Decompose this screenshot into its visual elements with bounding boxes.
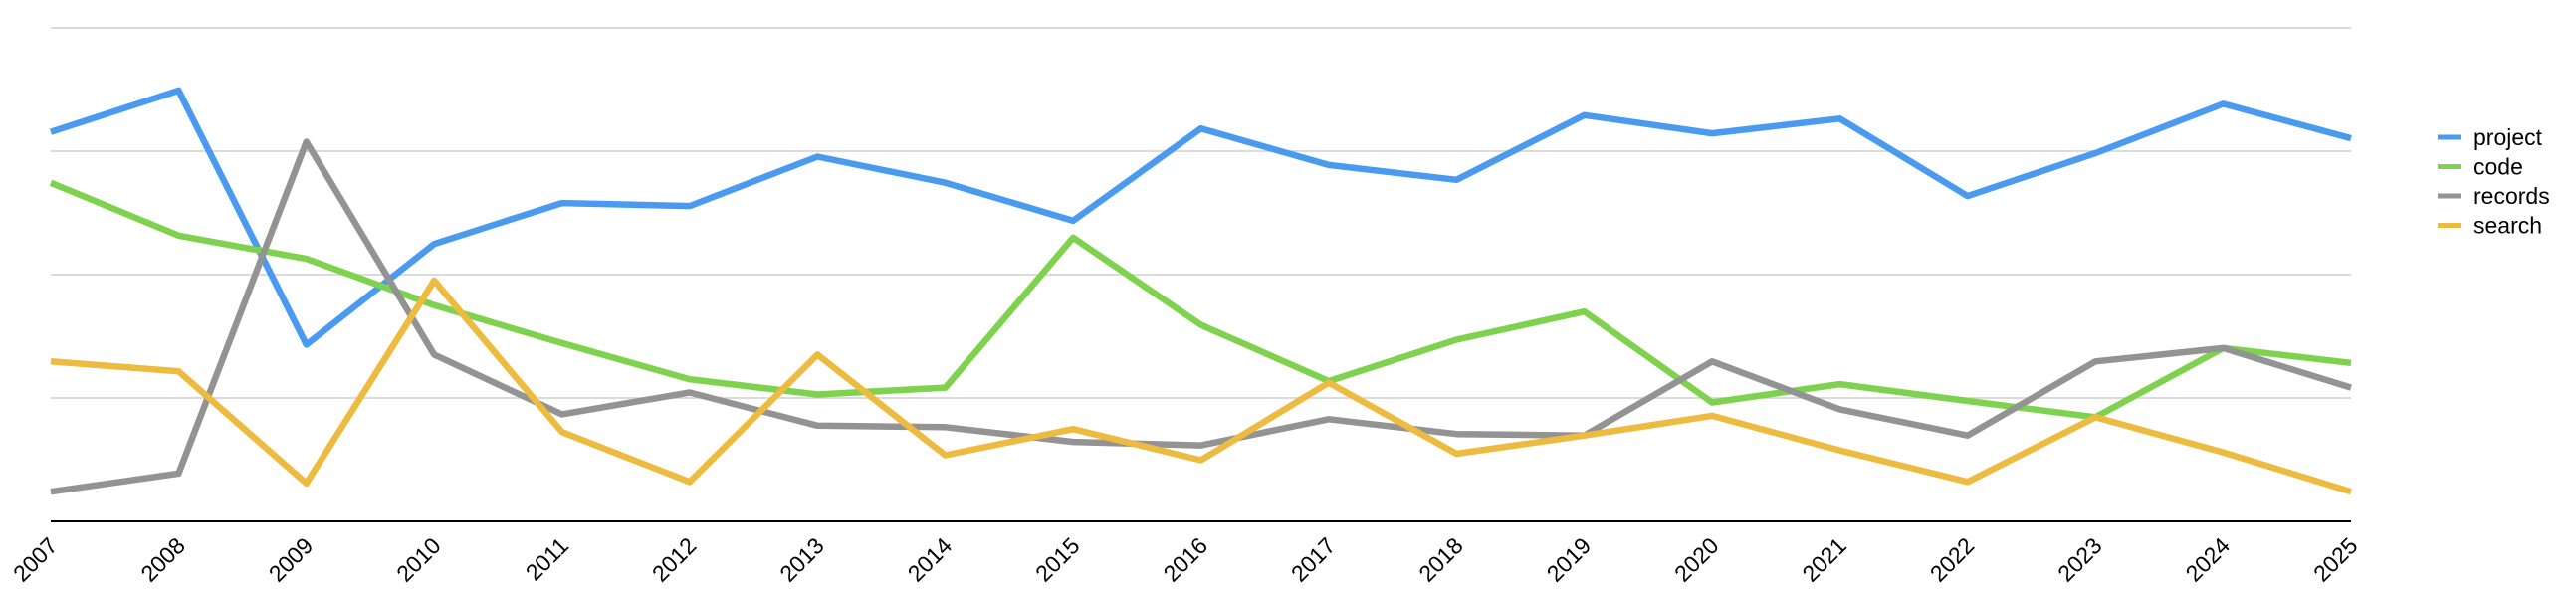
line-series: [50, 277, 2352, 495]
x-tick-label: 2018: [1413, 532, 1468, 587]
legend-label: project: [2473, 124, 2543, 150]
x-tick-label: 2007: [8, 532, 63, 587]
legend-label: records: [2473, 183, 2550, 209]
legend-label: code: [2473, 154, 2523, 180]
x-tick-label: 2013: [774, 532, 829, 587]
x-tick-label: 2008: [135, 532, 190, 587]
x-tick-label: 2019: [1542, 532, 1597, 587]
line-series: [50, 138, 2352, 495]
x-tick-label: 2011: [521, 532, 573, 585]
x-tick-label: 2025: [2308, 532, 2363, 587]
x-tick-label: 2010: [391, 532, 446, 587]
x-tick-label: 2024: [2181, 532, 2236, 587]
x-tick-label: 2021: [1797, 532, 1851, 587]
x-tick-label: 2017: [1286, 532, 1341, 587]
line-series: [49, 179, 2352, 421]
x-tick-label: 2020: [1669, 532, 1724, 587]
legend-label: search: [2473, 213, 2542, 239]
x-tick-label: 2014: [903, 532, 958, 587]
x-tick-label: 2015: [1030, 532, 1085, 587]
x-tick-label: 2022: [1925, 532, 1980, 587]
x-tick-label: 2016: [1158, 532, 1212, 587]
x-tick-label: 2009: [264, 532, 319, 587]
x-tick-label: 2012: [647, 532, 702, 587]
line-series: [49, 87, 2352, 348]
x-tick-label: 2023: [2052, 532, 2107, 587]
